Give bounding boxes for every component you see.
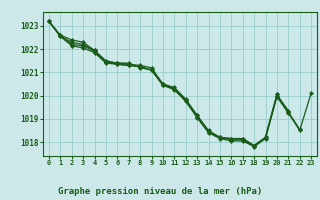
Text: Graphe pression niveau de la mer (hPa): Graphe pression niveau de la mer (hPa) [58,187,262,196]
